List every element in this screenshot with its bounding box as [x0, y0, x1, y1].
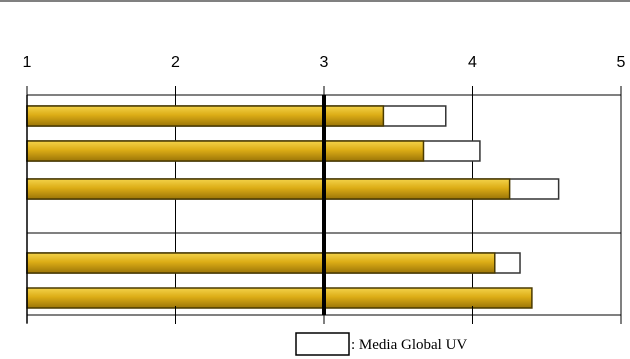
legend: : Media Global UV — [295, 332, 467, 356]
x-tick-label-3: 3 — [320, 54, 329, 71]
legend-label: : Media Global UV — [351, 337, 467, 353]
x-tick-labels: 1 2 3 4 5 — [23, 54, 626, 71]
x-tick-label-4: 4 — [468, 54, 477, 71]
bars — [26, 105, 560, 309]
axes — [26, 86, 622, 324]
bar-0-2 — [26, 178, 511, 200]
x-tick-label-1: 1 — [23, 54, 32, 71]
x-tick-label-2: 2 — [171, 54, 180, 71]
gridlines — [175, 95, 622, 315]
bar-0-1 — [26, 140, 425, 162]
x-tick-label-5: 5 — [617, 54, 626, 71]
bar-1-0 — [26, 252, 496, 274]
bar-1-1 — [26, 287, 533, 309]
bar-0-0 — [26, 105, 385, 127]
legend-swatch — [295, 332, 350, 356]
